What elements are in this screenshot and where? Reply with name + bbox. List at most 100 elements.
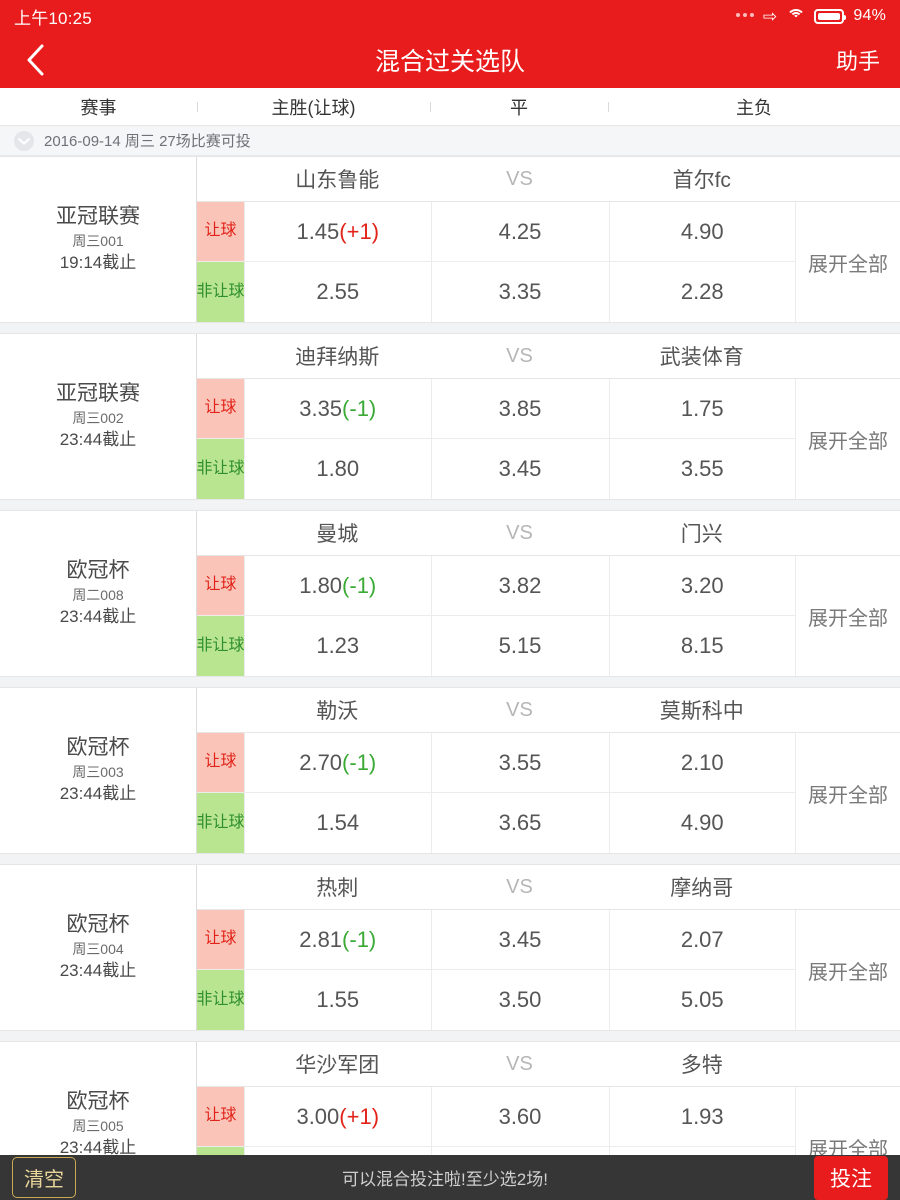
more-dots-icon [735, 12, 754, 20]
nohandicap-odds-row: 非让球 1.80 3.45 3.55 [197, 439, 795, 499]
odds-draw-handicap[interactable]: 3.85 [430, 379, 609, 438]
expand-all-button[interactable]: 展开全部 [795, 910, 900, 1030]
assistant-button[interactable]: 助手 [835, 49, 880, 74]
match-block: 欧冠杯 周三005 23:44截止 华沙军团 VS 多特让球 3.00 (+1) 3.60 1.9… [0, 1041, 900, 1155]
handicap-badge: 让球 [197, 910, 244, 969]
odds-home-lose-handicap[interactable]: 2.07 [608, 910, 796, 969]
match-league: 欧冠杯 [66, 559, 130, 583]
date-group-row[interactable]: 2016-09-14 周三 27场比赛可投 [0, 126, 900, 156]
team-row: 华沙军团 VS 多特 [197, 1042, 900, 1087]
match-block: 欧冠杯 周三004 23:44截止 热刺 VS 摩纳哥让球 2.81 (-1) 3.45 2.07… [0, 864, 900, 1031]
away-team-name: 多特 [680, 1054, 723, 1077]
odds-home-lose-handicap[interactable]: 1.93 [608, 1087, 796, 1146]
odds-home-win-handicap[interactable]: 2.81 (-1) [244, 910, 431, 969]
match-league: 欧冠杯 [66, 913, 130, 937]
home-team-name: 迪拜纳斯 [295, 346, 380, 369]
odds-draw[interactable]: 3.65 [430, 793, 609, 853]
match-info[interactable]: 欧冠杯 周三005 23:44截止 [0, 1042, 197, 1155]
odds-draw-handicap[interactable]: 4.25 [430, 202, 609, 261]
match-number: 周三004 [72, 940, 124, 957]
vs-label: VS [506, 521, 533, 544]
away-team-name: 门兴 [680, 523, 723, 546]
match-league: 亚冠联赛 [56, 382, 140, 406]
odds-draw[interactable] [430, 1147, 609, 1155]
match-number: 周二008 [72, 586, 124, 603]
handicap-badge: 让球 [197, 733, 244, 792]
match-number: 周三005 [72, 1117, 124, 1134]
odds-home-lose-handicap[interactable]: 4.90 [608, 202, 796, 261]
odds-home-win[interactable]: 1.80 [244, 439, 431, 499]
match-block: 亚冠联赛 周三002 23:44截止 迪拜纳斯 VS 武装体育让球 3.35 (-1) 3.85… [0, 333, 900, 500]
match-info[interactable]: 欧冠杯 周三004 23:44截止 [0, 865, 197, 1030]
expand-all-button[interactable]: 展开全部 [795, 1087, 900, 1155]
odds-home-win-handicap[interactable]: 1.45 (+1) [244, 202, 431, 261]
match-league: 亚冠联赛 [56, 205, 140, 229]
nohandicap-odds-row: 非让球 2.55 3.35 2.28 [197, 262, 795, 322]
away-team-name: 首尔fc [672, 169, 731, 192]
odds-home-lose[interactable]: 8.15 [608, 616, 796, 676]
match-deadline: 19:14截止 [59, 252, 137, 272]
odds-home-lose[interactable] [608, 1147, 796, 1155]
odds-home-win[interactable]: 2.55 [244, 262, 431, 322]
bottom-bar: 清空 可以混合投注啦!至少选2场! 投注 [0, 1155, 900, 1200]
odds-draw[interactable]: 3.45 [430, 439, 609, 499]
away-team-name: 武装体育 [659, 346, 744, 369]
odds-draw-handicap[interactable]: 3.55 [430, 733, 609, 792]
odds-home-win[interactable]: 1.54 [244, 793, 431, 853]
expand-all-button[interactable]: 展开全部 [795, 556, 900, 676]
nohandicap-odds-row: 非让球 1.55 3.50 5.05 [197, 970, 795, 1030]
match-deadline: 23:44截止 [59, 429, 137, 449]
header-draw: 平 [430, 94, 608, 120]
odds-home-win[interactable]: 1.23 [244, 616, 431, 676]
back-button[interactable] [0, 32, 70, 88]
match-league: 欧冠杯 [66, 736, 130, 760]
bet-button[interactable]: 投注 [814, 1155, 888, 1200]
status-bar: 上午10:25 ⇨ 94% [0, 0, 900, 32]
match-list[interactable]: 亚冠联赛 周三001 19:14截止 山东鲁能 VS 首尔fc 让球 1.45 (+1) 4.25… [0, 156, 900, 1155]
match-number: 周三003 [72, 763, 124, 780]
odds-home-win-handicap[interactable]: 3.00 (+1) [244, 1087, 431, 1146]
odds-home-lose[interactable]: 3.55 [608, 439, 796, 499]
nohandicap-odds-row: 非让球 [197, 1147, 795, 1155]
odds-draw[interactable]: 3.50 [430, 970, 609, 1030]
home-team-name: 华沙军团 [295, 1054, 380, 1077]
home-team-name: 山东鲁能 [295, 169, 380, 192]
expand-all-button[interactable]: 展开全部 [795, 202, 900, 322]
odds-home-lose[interactable]: 2.28 [608, 262, 796, 322]
team-row: 迪拜纳斯 VS 武装体育 [197, 334, 900, 379]
table-header: 赛事 主胜(让球) 平 主负 [0, 88, 900, 126]
odds-home-win[interactable] [244, 1147, 431, 1155]
odds-home-lose[interactable]: 4.90 [608, 793, 796, 853]
odds-home-lose-handicap[interactable]: 2.10 [608, 733, 796, 792]
handicap-odds-row: 让球 1.80 (-1) 3.82 3.20 [197, 556, 795, 616]
match-info[interactable]: 欧冠杯周二008 23:44截止 [0, 511, 197, 676]
odds-home-lose-handicap[interactable]: 3.20 [608, 556, 796, 615]
odds-draw[interactable]: 3.35 [430, 262, 609, 322]
expand-all-button[interactable]: 展开全部 [795, 379, 900, 499]
odds-home-win-handicap[interactable]: 3.35 (-1) [244, 379, 431, 438]
odds-home-lose[interactable]: 5.05 [608, 970, 796, 1030]
match-info[interactable]: 亚冠联赛 周三002 23:44截止 [0, 334, 197, 499]
odds-home-lose-handicap[interactable]: 1.75 [608, 379, 796, 438]
expand-all-button[interactable]: 展开全部 [795, 733, 900, 853]
match-info[interactable]: 亚冠联赛 周三001 19:14截止 [0, 157, 197, 322]
odds-draw-handicap[interactable]: 3.60 [430, 1087, 609, 1146]
handicap-odds-row: 让球 2.70 (-1) 3.55 2.10 [197, 733, 795, 793]
match-block: 欧冠杯 周二008 23:44截止 曼城 VS 门兴让球 1.80 (-1) 3.82 3.20 非… [0, 510, 900, 677]
clear-button[interactable]: 清空 [12, 1157, 76, 1198]
odds-home-win[interactable]: 1.55 [244, 970, 431, 1030]
bluetooth-icon: ⇨ [762, 6, 778, 26]
wifi-icon [786, 9, 806, 23]
odds-draw-handicap[interactable]: 3.82 [430, 556, 609, 615]
page-title: 混合过关选队 [374, 48, 525, 76]
chevron-down-circle-icon[interactable] [14, 130, 34, 151]
match-deadline: 23:44截止 [59, 606, 137, 626]
odds-home-win-handicap[interactable]: 1.80 (-1) [244, 556, 431, 615]
odds-home-win-handicap[interactable]: 2.70 (-1) [244, 733, 431, 792]
odds-draw[interactable]: 5.15 [430, 616, 609, 676]
home-team-name: 勒沃 [316, 700, 359, 723]
match-info[interactable]: 欧冠杯 周三003 23:44截止 [0, 688, 197, 853]
status-bar-icons: ⇨ 94% [735, 6, 886, 26]
odds-draw-handicap[interactable]: 3.45 [430, 910, 609, 969]
